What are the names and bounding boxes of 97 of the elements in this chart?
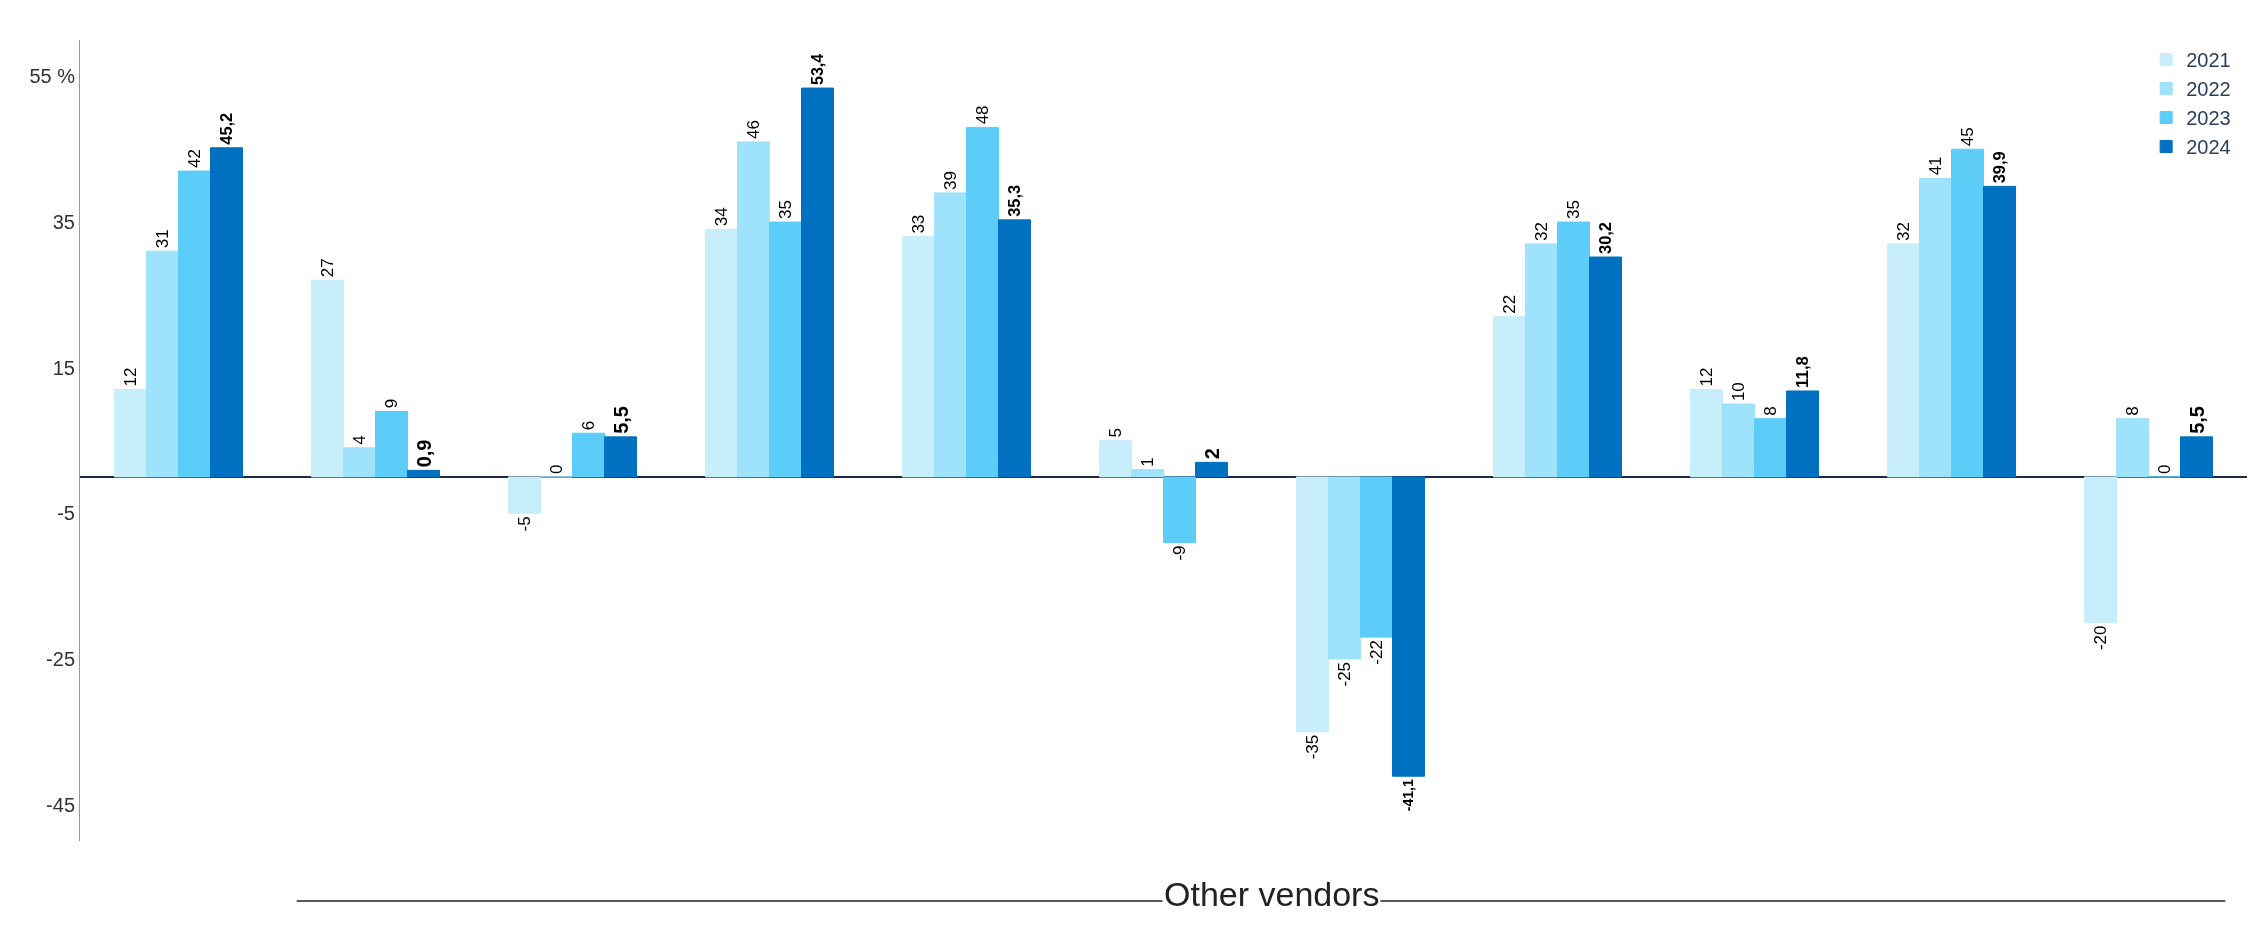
bar: [1918, 177, 1952, 478]
data-label: 8: [1761, 406, 1781, 416]
bar: [801, 87, 835, 478]
bar: [178, 170, 212, 478]
bar: [901, 236, 935, 478]
data-label: 32: [1893, 221, 1913, 241]
data-label: 39: [940, 171, 960, 190]
data-label: 46: [743, 120, 763, 139]
y-tick-label: 35: [52, 211, 75, 234]
data-label: 53,4: [808, 53, 827, 86]
data-label: 6: [579, 420, 599, 431]
bar: [933, 192, 967, 478]
bar: [1392, 476, 1426, 777]
bar: [1951, 148, 1985, 478]
data-label: 11,8: [1793, 355, 1813, 388]
data-label: 10: [1728, 382, 1748, 402]
y-tick-label: 55 %: [29, 65, 76, 88]
y-tick-label: -25: [46, 647, 75, 670]
y-tick-label: -45: [46, 793, 75, 816]
data-label: 5: [1105, 428, 1125, 438]
data-label: -22: [1367, 640, 1387, 665]
data-label: 33: [908, 214, 928, 234]
bar: [1557, 221, 1591, 478]
data-label: -9: [1170, 545, 1190, 561]
legend-label: 2023: [2186, 107, 2231, 130]
bar: [1295, 476, 1329, 733]
data-label: 45,2: [217, 112, 236, 145]
data-label: 32: [1531, 221, 1551, 241]
data-label: -41,1: [1400, 779, 1417, 812]
bar: [375, 410, 409, 478]
bar: [1098, 440, 1132, 478]
data-label: 35: [776, 200, 796, 220]
bar: [1130, 469, 1164, 478]
bar: [736, 141, 770, 478]
data-label: 42: [185, 149, 205, 169]
bar: [310, 279, 344, 478]
bar: [210, 147, 244, 478]
data-label: 22: [1499, 294, 1519, 314]
bar: [998, 219, 1032, 478]
data-label: 45: [1958, 127, 1978, 147]
bar: [1886, 243, 1920, 478]
bar: [2180, 436, 2214, 478]
data-label: -35: [1302, 734, 1322, 760]
bar: [1360, 476, 1394, 638]
data-label: 39,9: [1990, 151, 2009, 184]
bar: [1689, 389, 1723, 478]
data-label: 0,9: [412, 439, 435, 468]
bar: [145, 250, 179, 478]
bar: [572, 432, 606, 478]
data-label: 34: [711, 207, 731, 227]
bar: [769, 221, 803, 478]
bar: [1983, 185, 2017, 478]
legend-label: 2022: [2186, 78, 2231, 101]
bar: [1524, 243, 1558, 478]
data-label: 5,5: [2185, 406, 2208, 434]
data-label: -5: [514, 516, 534, 532]
data-label: 35,3: [1005, 184, 1024, 217]
data-label: -25: [1334, 661, 1354, 687]
data-label: 12: [1696, 367, 1716, 387]
data-label: 0: [2155, 464, 2174, 474]
data-label: 1: [1137, 457, 1157, 467]
bar: [966, 126, 1000, 478]
text: Other vendors: [1164, 875, 1380, 913]
bar: [1589, 256, 1623, 478]
bar: [1327, 476, 1361, 660]
bar: [1721, 403, 1755, 478]
bar: [2115, 418, 2149, 478]
bar: [2083, 476, 2117, 624]
data-label: 12: [120, 367, 140, 387]
bar: [407, 469, 441, 478]
bar: [704, 228, 738, 478]
data-label: 27: [317, 258, 337, 278]
bar: [507, 476, 541, 514]
data-label: 31: [152, 229, 172, 249]
legend-label: 2021: [2186, 49, 2231, 72]
data-label: 4: [349, 435, 369, 445]
data-label: 35: [1564, 200, 1584, 220]
data-label: 41: [1925, 156, 1945, 176]
data-label: -20: [2090, 625, 2110, 651]
bar: [1786, 390, 1820, 478]
y-tick-label: 15: [52, 356, 75, 379]
bar: [1492, 316, 1526, 478]
data-label: 8: [2123, 406, 2142, 416]
data-label: 9: [382, 398, 402, 409]
bar: [604, 436, 638, 478]
bar: [1195, 461, 1229, 478]
data-label: 2: [1200, 448, 1223, 460]
data-label: 5,5: [609, 406, 632, 434]
data-label: 30,2: [1596, 221, 1615, 254]
data-label: 0: [546, 464, 566, 474]
bar: [1754, 418, 1788, 478]
legend-label: 2024: [2186, 136, 2231, 159]
y-tick-label: -5: [57, 502, 75, 525]
bar: [113, 389, 147, 478]
data-label: 48: [973, 105, 993, 125]
bar: [1163, 476, 1197, 543]
bar: [342, 447, 376, 478]
